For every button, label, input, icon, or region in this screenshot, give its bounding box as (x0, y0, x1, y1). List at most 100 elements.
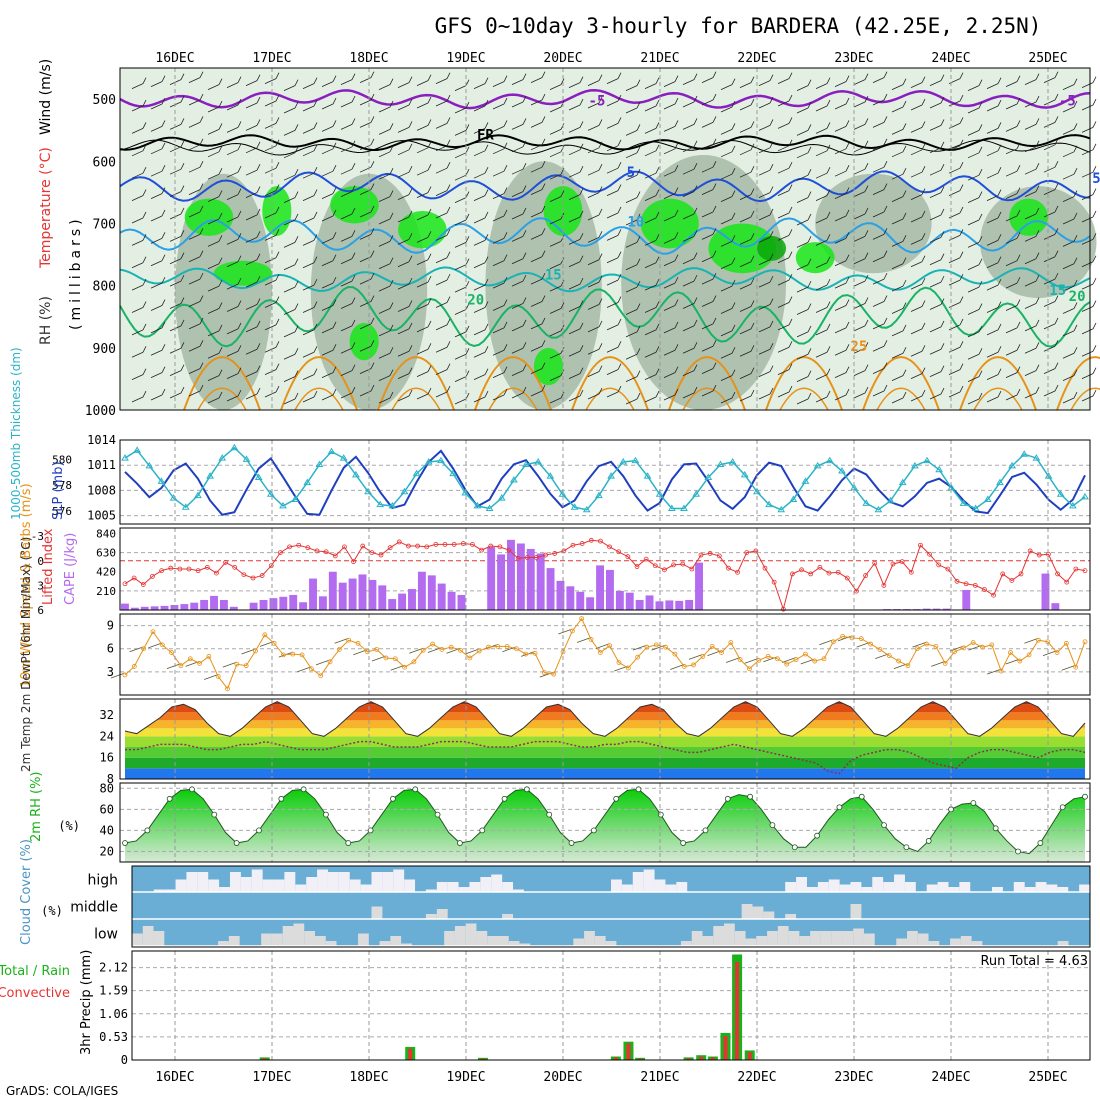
wind-barb-feather (807, 258, 812, 265)
wind-barb-feather (484, 144, 489, 151)
wind-barb-feather (313, 122, 318, 129)
temp-contour-4 (119, 217, 1091, 255)
wind-barb-feather (598, 74, 603, 81)
wind-barb-feather (731, 257, 736, 264)
wind-barb-feather (845, 209, 850, 217)
wind-barb (530, 256, 543, 263)
wind-barb-feather (940, 253, 945, 260)
wind-barb (492, 349, 505, 356)
cloud-low-bar-44 (605, 941, 617, 946)
wind-barb-feather (370, 93, 375, 101)
lifted-index-point-24 (342, 544, 347, 550)
wind-barb-feather (541, 138, 546, 145)
wind-barb (682, 325, 695, 332)
wind-barb-feather (332, 232, 337, 239)
wind-barb (549, 173, 562, 180)
wind-barb (302, 284, 315, 291)
wind-barb-feather (256, 365, 261, 372)
wind-barb (378, 84, 391, 91)
thickness-point-29 (473, 501, 482, 509)
wind-barb (131, 307, 144, 313)
wind-barb-feather (902, 123, 907, 130)
run-total: Run Total = 4.63 (980, 954, 1088, 969)
wind-barb-feather (522, 364, 527, 371)
cape-bar-57 (685, 599, 694, 610)
cape-background (120, 528, 1090, 610)
wind-barb-feather (750, 166, 755, 173)
wind-barb-feather (313, 368, 318, 375)
wind-barb-feather (807, 191, 812, 198)
cloud-low-bar-55 (724, 923, 735, 946)
wind-barb-feather (617, 251, 622, 258)
wind-barb-feather (275, 229, 280, 236)
lifted-index-point-57 (643, 556, 649, 562)
thickness-point-38 (582, 505, 591, 513)
wind-barb-feather (332, 321, 337, 329)
wind-barb-feather (161, 120, 166, 127)
cape-bar-24 (358, 574, 367, 610)
cloud-high-bar-29 (447, 882, 459, 892)
wind-barb-feather (351, 95, 356, 103)
wind-barb (948, 145, 961, 152)
lifted-index-point-79 (844, 575, 850, 581)
wind-barb-feather (769, 365, 774, 372)
slp-line (124, 449, 1086, 516)
wind-barb (929, 102, 942, 109)
wind-barb-feather (731, 235, 736, 242)
wind-10m-barb-24 (334, 637, 349, 644)
wind-barb-feather (617, 139, 622, 146)
wind-barb-feather (446, 385, 451, 393)
wind-barb (454, 85, 467, 92)
thickness-point-56 (801, 477, 810, 484)
wind-barb (226, 283, 239, 290)
wind-barb-feather (636, 303, 641, 310)
wind-speed-point-58 (663, 644, 668, 650)
cloud-high-bar-75 (948, 887, 960, 892)
wind-barb-feather (1035, 274, 1040, 282)
wind-barb (910, 306, 923, 312)
date-bottom-8: 24DEC (931, 1070, 970, 1085)
wind-barb-feather (237, 76, 242, 83)
wind-barb (340, 79, 353, 86)
wind-barb-feather (940, 387, 945, 395)
wind-barb-feather (503, 97, 508, 105)
wind-barb (568, 328, 581, 335)
cloud-low-bar-36 (519, 943, 531, 946)
thickness-point-28 (461, 489, 470, 496)
wind-barb (891, 151, 904, 158)
wind-barb-feather (332, 142, 337, 149)
wind-barb (131, 262, 144, 269)
wind-barb-feather (180, 185, 185, 192)
wind-barb (1005, 282, 1018, 289)
wind-barb (283, 219, 296, 226)
wind-barb (283, 85, 296, 92)
temp-arch-3 (474, 356, 552, 411)
wind-barb (1081, 373, 1094, 380)
lifted-index-point-37 (460, 541, 466, 546)
lifted-index-point-84 (890, 561, 896, 567)
wind-barb (568, 261, 581, 268)
wind-barb (1062, 240, 1075, 247)
wind-barb-feather (807, 169, 812, 176)
wind-barb-feather (769, 320, 774, 328)
wind-barb (435, 302, 448, 308)
wind-barb-feather (959, 363, 964, 370)
wind-barb-feather (864, 297, 869, 304)
wind-barb (549, 285, 562, 292)
wind-barb (188, 390, 201, 397)
cape-bar-26 (378, 585, 387, 610)
wind-barb-feather (636, 213, 641, 221)
wind-barb (207, 173, 220, 180)
cloud-high-bar-30 (458, 887, 470, 892)
wind-barb-feather (427, 74, 432, 81)
wind-barb-feather (921, 143, 926, 150)
cloud-low-bar-8 (218, 941, 229, 946)
wind-barb (207, 308, 220, 314)
wind-barb (245, 236, 258, 243)
wind-barb-feather (427, 186, 432, 193)
wind-barb-feather (256, 119, 261, 126)
lifted-index-point-40 (488, 543, 494, 549)
wind-barb-feather (218, 190, 223, 197)
wind-barb (872, 122, 885, 128)
wind-barb (283, 353, 296, 360)
